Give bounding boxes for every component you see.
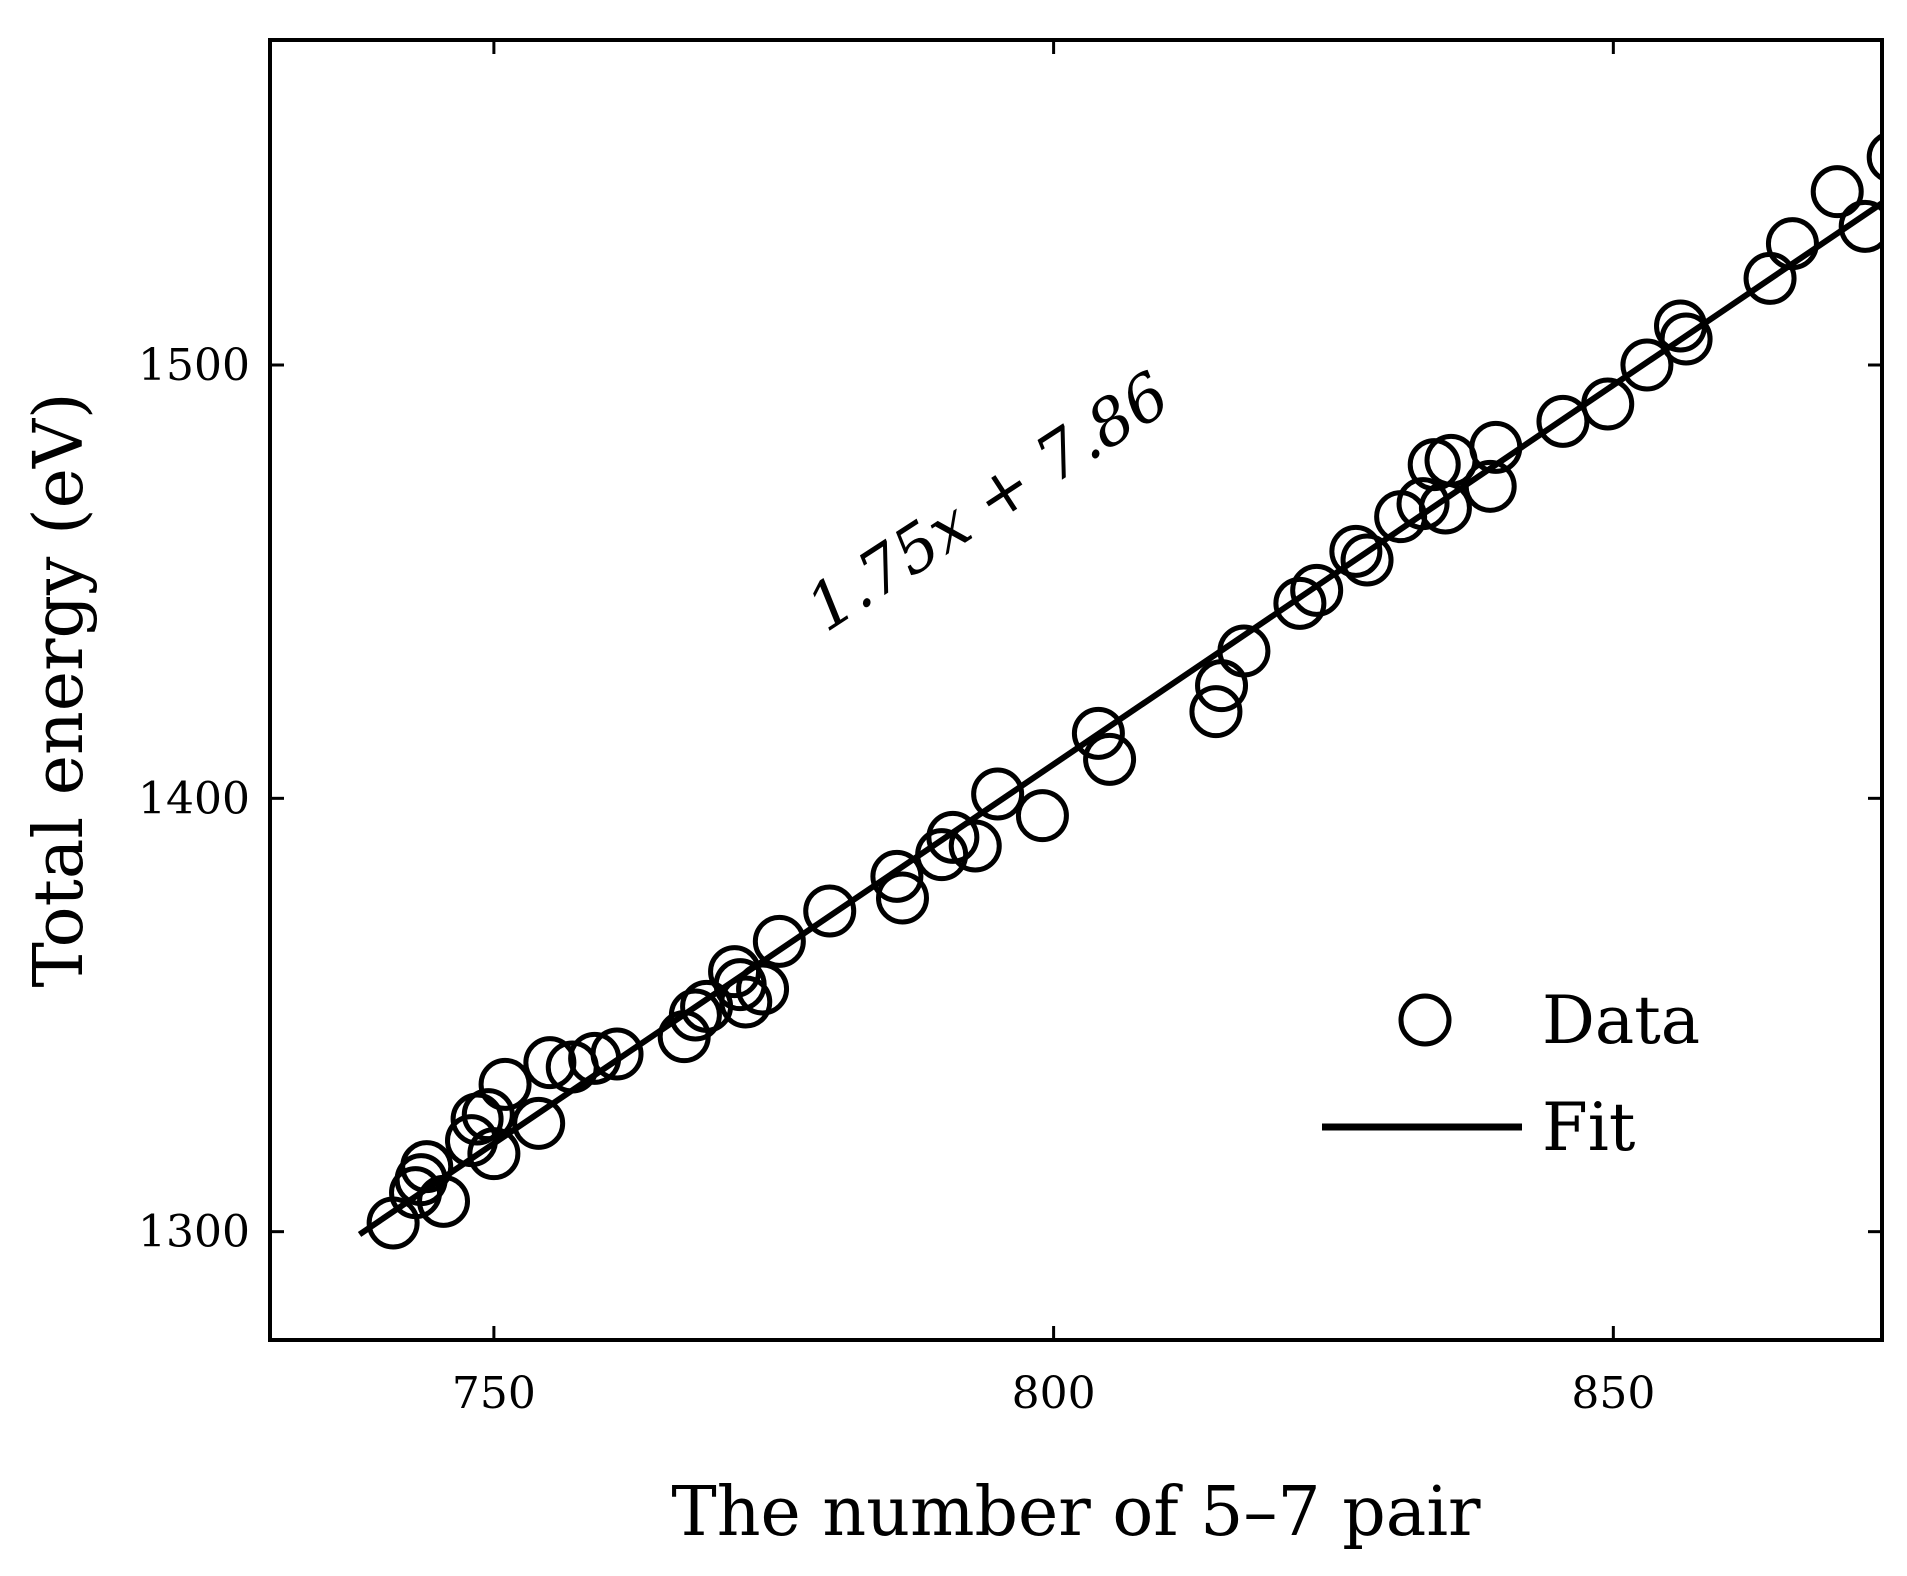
- data-point: [719, 975, 773, 1029]
- data-point: [1083, 732, 1137, 786]
- fit-series: [357, 200, 1882, 1237]
- data-point: [1273, 576, 1327, 630]
- data-point: [1290, 563, 1344, 617]
- x-tick-label: 800: [1012, 1368, 1096, 1419]
- data-point: [926, 810, 980, 864]
- y-axis-title: Total energy (eV): [20, 393, 99, 988]
- legend: Data Fit: [1322, 982, 1700, 1166]
- data-point: [1536, 394, 1590, 448]
- data-point: [1620, 338, 1674, 392]
- data-point: [752, 914, 806, 968]
- data-series: [366, 132, 1882, 1250]
- data-point: [467, 1127, 521, 1181]
- plot-frame: [268, 38, 1884, 1342]
- data-point: [417, 1174, 471, 1228]
- data-point: [1396, 477, 1450, 531]
- legend-data-label: Data: [1542, 982, 1700, 1059]
- x-tick-label: 750: [452, 1368, 536, 1419]
- data-point: [1659, 312, 1713, 366]
- x-tick-label: 850: [1571, 1368, 1655, 1419]
- data-point: [736, 962, 790, 1016]
- data-point: [478, 1057, 532, 1111]
- data-point: [1189, 685, 1243, 739]
- data-point: [948, 819, 1002, 873]
- data-point: [400, 1140, 454, 1194]
- data-point: [461, 1088, 515, 1142]
- data-point: [875, 871, 929, 925]
- data-point: [1340, 533, 1394, 587]
- data-point: [971, 767, 1025, 821]
- tick-labels: 750 800 850 1300 1400 1500: [138, 340, 1655, 1419]
- x-axis-title: The number of 5–7 pair: [671, 1473, 1481, 1552]
- y-tick-label: 1400: [138, 773, 250, 824]
- data-point: [668, 988, 722, 1042]
- data-point: [1581, 377, 1635, 431]
- data-point: [1810, 165, 1864, 219]
- data-point: [1463, 459, 1517, 513]
- legend-data-marker: [1398, 993, 1452, 1047]
- data-point: [1071, 706, 1125, 760]
- data-point: [1866, 132, 1882, 182]
- data-point: [803, 884, 857, 938]
- legend-fit-label: Fit: [1542, 1089, 1635, 1166]
- data-point: [1195, 659, 1249, 713]
- data-point: [870, 849, 924, 903]
- data-point: [1329, 524, 1383, 578]
- y-tick-label: 1300: [138, 1207, 250, 1258]
- data-point: [1015, 789, 1069, 843]
- data-point: [1838, 199, 1882, 253]
- axis-ticks: [270, 40, 1882, 1340]
- data-point: [590, 1027, 644, 1081]
- data-point: [512, 1096, 566, 1150]
- data-point: [523, 1036, 577, 1090]
- data-point: [568, 1031, 622, 1085]
- data-point: [1765, 217, 1819, 271]
- fit-line: [357, 200, 1882, 1237]
- data-point: [1217, 624, 1271, 678]
- fit-annotation: 1.75x + 7.86: [794, 358, 1183, 646]
- y-tick-label: 1500: [138, 340, 250, 391]
- data-point: [1469, 420, 1523, 474]
